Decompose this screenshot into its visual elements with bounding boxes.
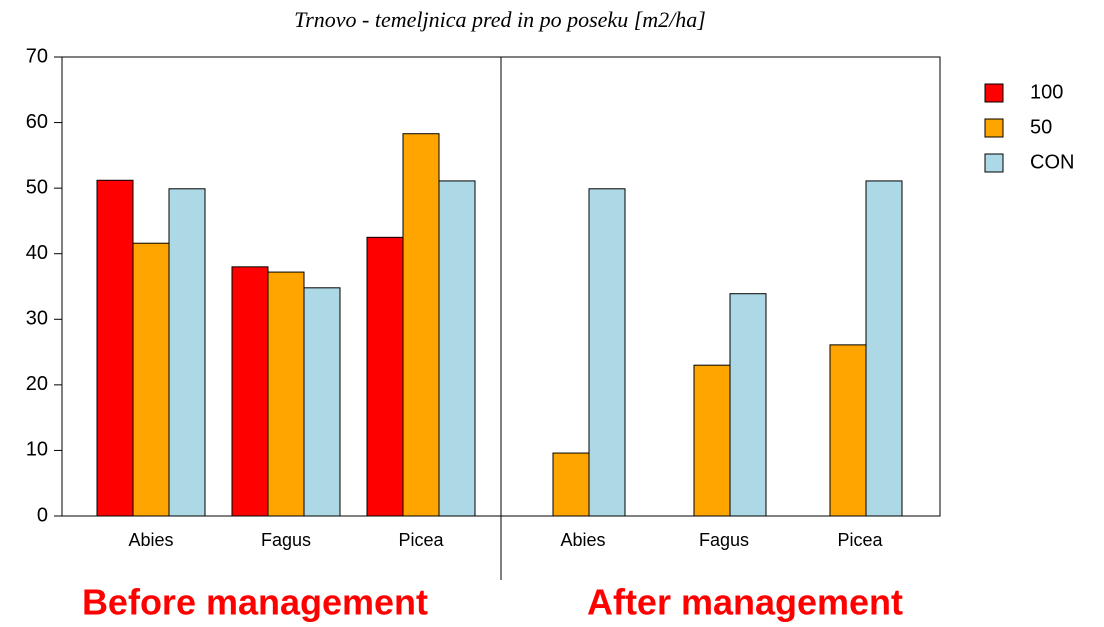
bar <box>438 180 476 517</box>
y-tick-label: 10 <box>26 439 48 461</box>
bar <box>693 364 731 517</box>
legend-swatch <box>984 153 1004 173</box>
bar <box>366 236 404 517</box>
x-tick-label: Picea <box>837 530 883 550</box>
bar <box>402 133 440 517</box>
y-tick-label: 50 <box>26 176 48 198</box>
y-tick-label: 70 <box>26 45 48 67</box>
bar <box>303 287 341 517</box>
x-tick-label: Abies <box>560 530 605 550</box>
bar <box>729 293 767 517</box>
bar <box>96 179 134 517</box>
legend-label: 50 <box>1030 116 1052 138</box>
x-tick-label: Fagus <box>699 530 749 550</box>
x-tick-label: Picea <box>398 530 444 550</box>
bar <box>231 266 269 517</box>
chart-title: Trnovo - temeljnica pred in po poseku [m… <box>294 7 706 32</box>
bar <box>168 188 206 517</box>
bar <box>865 180 903 517</box>
legend-label: CON <box>1030 151 1074 173</box>
annotation: After management <box>587 582 903 623</box>
bar <box>829 344 867 517</box>
legend-label: 100 <box>1030 81 1063 103</box>
bar <box>132 242 170 517</box>
bar <box>552 452 590 517</box>
annotation: Before management <box>82 582 428 623</box>
y-tick-label: 60 <box>26 111 48 133</box>
y-tick-label: 40 <box>26 242 48 264</box>
y-tick-label: 30 <box>26 308 48 330</box>
y-tick-label: 20 <box>26 373 48 395</box>
bar <box>267 271 305 517</box>
x-tick-label: Fagus <box>261 530 311 550</box>
legend-swatch <box>984 83 1004 103</box>
legend-swatch <box>984 118 1004 138</box>
y-tick-label: 0 <box>37 504 48 526</box>
x-tick-label: Abies <box>128 530 173 550</box>
bar <box>588 188 626 517</box>
